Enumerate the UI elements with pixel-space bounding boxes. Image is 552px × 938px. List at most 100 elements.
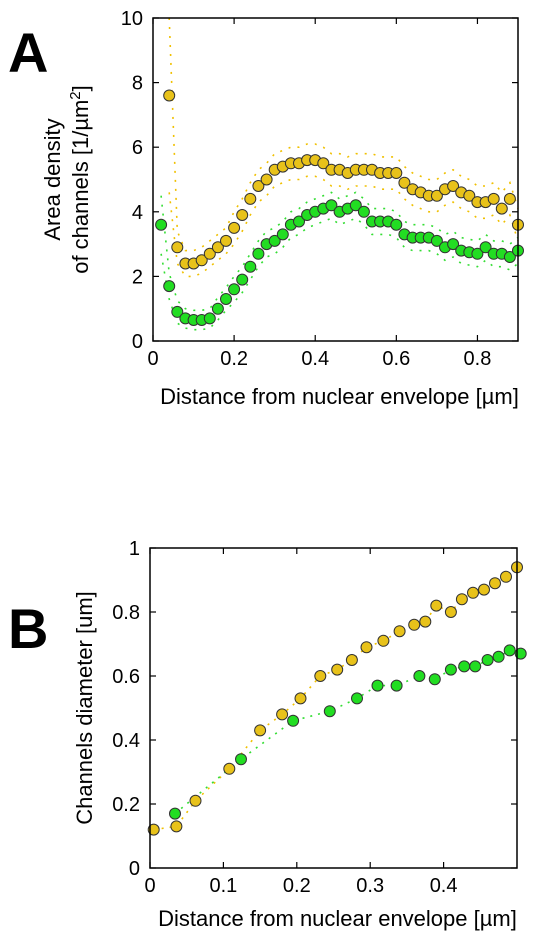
y-tick-label: 2 [132, 266, 143, 288]
data-point-yellow [220, 234, 232, 247]
data-point-yellow [360, 641, 373, 654]
data-point-green [458, 660, 471, 673]
y-tick-label: 0 [129, 858, 140, 880]
data-point-green [390, 679, 403, 692]
data-point-green [349, 199, 362, 212]
data-point-yellow [228, 221, 241, 234]
data-point-green [514, 647, 527, 660]
x-tick-label: 0 [144, 875, 155, 897]
data-point-yellow [398, 176, 411, 189]
data-point-yellow [419, 615, 432, 628]
y-tick-label: 0.8 [112, 602, 140, 624]
data-point-green [287, 714, 300, 727]
y-tick-label: 8 [132, 73, 143, 95]
data-point-yellow [478, 583, 490, 596]
data-point-yellow [314, 670, 327, 682]
data-point-green [325, 199, 338, 212]
error-band-lower-yellow [168, 175, 519, 278]
data-point-yellow [390, 167, 403, 179]
error-band-upper-yellow [168, 17, 519, 252]
data-point-yellow [467, 586, 479, 599]
data-point-green [276, 228, 289, 241]
data-point-green [471, 247, 484, 260]
x-axis-label: Distance from nuclear envelope [µm] [160, 384, 519, 409]
panel-b-letter: B [8, 597, 48, 660]
data-point-yellow [444, 606, 457, 618]
data-point-yellow [489, 577, 501, 590]
data-point-yellow [244, 192, 257, 205]
y-tick-label: 0.6 [112, 666, 140, 688]
data-point-green [428, 673, 441, 686]
data-point-green [503, 644, 516, 657]
data-point-green [228, 283, 241, 296]
data-point-green [171, 305, 184, 318]
y-tick-label: 10 [121, 8, 143, 30]
data-point-yellow [430, 599, 443, 612]
data-point-yellow [503, 192, 516, 205]
data-point-green [236, 273, 249, 286]
y-axis-label: Channels diameter [um] [72, 591, 97, 825]
x-axis-label: Distance from nuclear envelope [µm] [158, 906, 517, 931]
x-tick-label: 0.2 [220, 348, 248, 370]
data-point-yellow [455, 593, 468, 606]
data-point-green [447, 238, 460, 251]
data-point-green [203, 312, 216, 325]
data-point-yellow [254, 724, 267, 737]
data-point-green [211, 302, 224, 315]
x-tick-label: 0.4 [301, 348, 329, 370]
data-point-green [323, 705, 336, 718]
y-tick-label: 6 [132, 137, 143, 159]
data-point-green [293, 215, 305, 228]
data-point-green [351, 692, 363, 705]
x-tick-label: 0.3 [356, 875, 384, 897]
data-point-yellow [487, 192, 500, 205]
data-point-green [235, 753, 247, 766]
x-tick-label: 0 [147, 348, 158, 370]
data-point-green [479, 241, 492, 254]
data-point-yellow [331, 663, 344, 676]
y-tick-label: 0.4 [112, 730, 140, 752]
plot-frame [149, 547, 518, 869]
data-point-yellow [236, 209, 249, 221]
x-tick-label: 0.6 [382, 348, 410, 370]
y-tick-label: 4 [132, 202, 143, 224]
data-point-yellow [195, 254, 208, 267]
x-tick-label: 0.2 [283, 875, 311, 897]
data-point-green [444, 663, 457, 676]
data-point-yellow [260, 173, 273, 186]
trend-line-green [174, 649, 521, 815]
data-point-yellow [163, 89, 176, 102]
data-point-green [371, 679, 384, 692]
data-point-yellow [171, 241, 184, 254]
data-point-yellow [170, 820, 183, 833]
y-axis-label-line1: Area density [40, 118, 65, 240]
panel-a-letter: A [8, 21, 48, 84]
data-point-green [469, 660, 482, 673]
data-point-green [357, 205, 370, 218]
data-point-green [252, 247, 265, 260]
data-point-yellow [500, 570, 512, 583]
data-point-green [268, 234, 281, 247]
data-point-green [492, 650, 505, 663]
data-point-green [169, 807, 181, 820]
data-point-green [430, 234, 443, 247]
data-point-yellow [294, 692, 307, 705]
x-tick-label: 0.4 [430, 875, 458, 897]
x-tick-label: 0.8 [464, 348, 492, 370]
data-point-yellow [147, 823, 160, 836]
data-point-yellow [252, 180, 265, 192]
data-point-yellow [393, 625, 406, 638]
data-point-yellow [408, 618, 421, 631]
y-tick-label: 0.2 [112, 794, 140, 816]
chart-a: 0 0.2 0.4 0.6 0.8 0 2 4 6 8 10 Distance from nuclea… [40, 8, 524, 409]
trend-line-yellow [153, 566, 518, 831]
data-point-green [503, 251, 516, 263]
data-point-green [163, 280, 176, 293]
y-axis-label-line2: of channels [1/µm2] [67, 85, 93, 274]
data-point-yellow [317, 157, 330, 170]
y-tick-label: 1 [129, 538, 140, 560]
data-point-yellow [430, 189, 443, 202]
data-point-yellow [447, 180, 460, 192]
data-point-yellow [495, 202, 508, 215]
